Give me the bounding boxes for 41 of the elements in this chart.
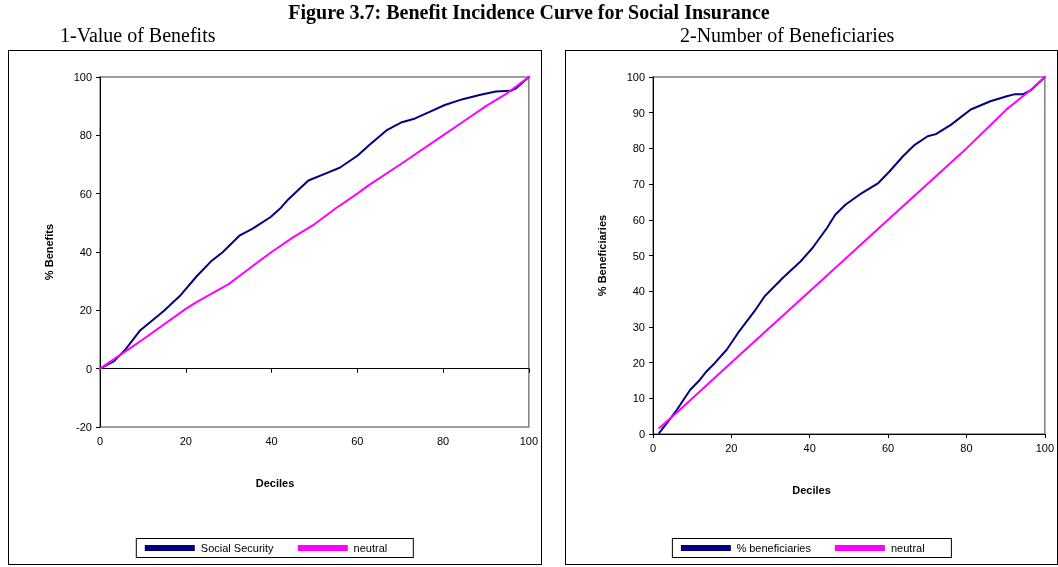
y-tick-label: 100 [73,71,92,83]
y-tick-label: 30 [632,320,645,333]
x-tick-label: 60 [351,434,364,447]
chart-subtitle: 1-Value of Benefits [60,24,216,47]
x-tick-label: 100 [1035,441,1054,454]
x-tick-label: 20 [179,434,192,447]
x-axis-title: Deciles [792,483,831,496]
legend-label: % beneficiaries [736,542,811,554]
y-tick-label: 0 [85,362,92,375]
y-axis-title: % Beneficiaries [595,214,608,297]
chart-subtitle: 2-Number of Beneficiaries [680,24,895,47]
x-tick-label: 100 [519,434,538,447]
x-tick-label: 20 [725,441,738,454]
y-tick-label: 40 [632,285,645,298]
x-axis-title: Deciles [255,476,295,489]
x-tick-label: 0 [649,441,657,454]
y-tick-label: 90 [632,106,645,119]
legend-label: neutral [353,542,388,554]
y-tick-label: 40 [79,246,92,258]
x-tick-label: 60 [881,441,895,454]
x-tick-label: 40 [803,441,816,454]
legend-label: Social Security [200,542,274,554]
y-tick-label: -20 [76,421,92,433]
y-tick-label: 10 [632,392,645,405]
x-tick-label: 0 [96,434,104,447]
y-tick-label: 70 [632,178,645,191]
y-tick-label: 60 [632,213,645,226]
line-series [99,76,530,370]
y-axis-title: % Benefits [42,223,55,281]
y-tick-label: 60 [79,187,92,200]
y-tick-label: 20 [632,356,645,369]
chart-title: Figure 3.7: Benefit Incidence Curve for Social Insurance [287,1,771,24]
legend-label: neutral [890,542,925,554]
x-tick-label: 80 [436,434,450,447]
y-tick-label: 80 [79,129,92,142]
y-tick-label: 100 [626,71,645,83]
y-tick-label: 20 [79,304,92,317]
y-tick-label: 80 [632,142,645,155]
y-tick-label: 50 [632,249,645,262]
x-tick-label: 80 [960,441,973,454]
x-tick-label: 40 [265,434,278,447]
